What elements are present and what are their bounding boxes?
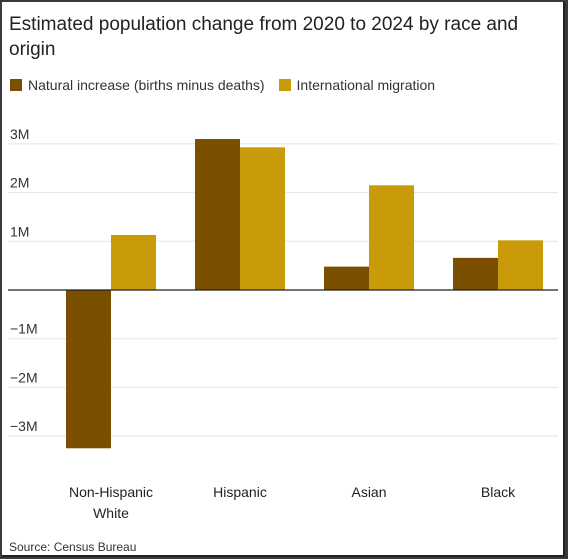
- legend: Natural increase (births minus deaths) I…: [10, 77, 449, 93]
- legend-item-international-migration: International migration: [278, 77, 436, 93]
- bar: [66, 290, 111, 449]
- y-tick-label: 3M: [10, 126, 29, 142]
- bar: [369, 185, 414, 290]
- y-tick-label: −2M: [10, 369, 38, 385]
- bar: [498, 240, 543, 290]
- legend-label-natural-increase: Natural increase (births minus deaths): [28, 77, 265, 93]
- x-category-label: Black: [481, 484, 516, 500]
- bar: [240, 147, 285, 290]
- bar: [324, 266, 369, 290]
- source-note: Source: Census Bureau: [9, 540, 137, 554]
- y-tick-label: 1M: [10, 223, 29, 239]
- bar: [195, 139, 240, 290]
- legend-label-international-migration: International migration: [296, 77, 436, 93]
- bar: [453, 257, 498, 290]
- y-tick-label: −3M: [10, 418, 38, 434]
- x-category-label: Hispanic: [213, 484, 267, 500]
- y-tick-label: 2M: [10, 175, 29, 191]
- bar-chart: 3M 2M 1M −1M −2M −3M Non-Hispanic White Hispanic…: [8, 126, 558, 521]
- legend-swatch-natural-increase: [10, 79, 22, 91]
- x-category-label: Asian: [351, 484, 386, 500]
- y-tick-label: −1M: [10, 321, 38, 337]
- chart-title: Estimated population change from 2020 to…: [9, 14, 519, 60]
- x-category-label: Non-Hispanic White: [69, 484, 153, 521]
- legend-swatch-international-migration: [278, 79, 291, 91]
- bar: [111, 234, 156, 290]
- legend-item-natural-increase: Natural increase (births minus deaths): [10, 77, 265, 93]
